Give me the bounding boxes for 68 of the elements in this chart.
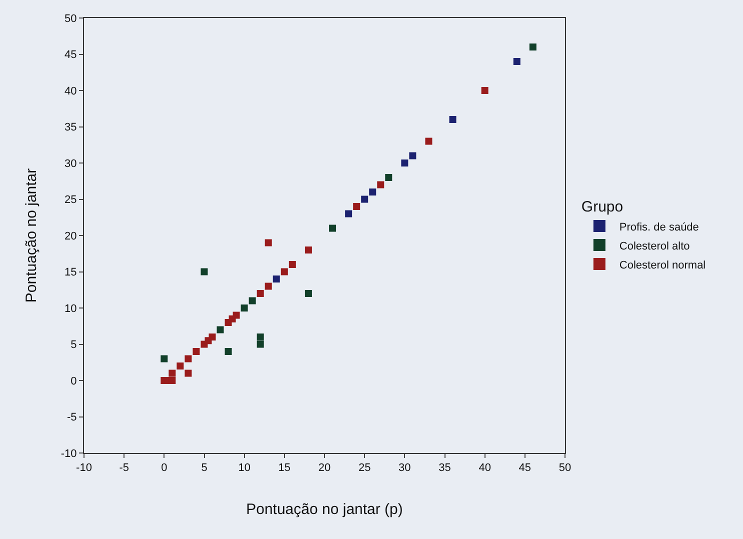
- x-tick-label: 15: [278, 462, 291, 474]
- point: [264, 239, 272, 246]
- point: [377, 181, 384, 188]
- point: [240, 304, 248, 312]
- x-tick-label: -5: [119, 462, 129, 474]
- x-tick-label: 35: [438, 462, 451, 474]
- point: [345, 210, 352, 218]
- point: [449, 116, 456, 123]
- x-tick-label: 5: [201, 462, 208, 474]
- y-tick-label: 5: [70, 339, 77, 352]
- x-tick-label: 50: [558, 462, 572, 474]
- x-tick-label: 40: [478, 462, 491, 474]
- point: [248, 297, 256, 304]
- point: [353, 203, 360, 210]
- y-tick-label: 30: [64, 158, 77, 170]
- legend-label: Profis. de saúde: [619, 221, 699, 234]
- x-tick-label: 20: [318, 462, 331, 474]
- point: [200, 268, 208, 276]
- legend-title: Grupo: [581, 198, 624, 216]
- point: [232, 312, 240, 319]
- point: [481, 87, 488, 94]
- point: [304, 246, 312, 254]
- x-tick-label: 10: [238, 462, 250, 474]
- point: [280, 268, 288, 276]
- y-tick-label: 35: [64, 122, 77, 134]
- y-tick-label: -5: [67, 412, 77, 424]
- point: [168, 370, 176, 377]
- y-tick-label: 10: [64, 302, 77, 315]
- point: [385, 174, 392, 181]
- point: [184, 370, 192, 377]
- x-tick-label: 25: [358, 462, 371, 474]
- point: [329, 224, 336, 232]
- point: [401, 160, 408, 166]
- y-tick-label: 0: [70, 375, 77, 388]
- y-tick-label: 25: [64, 194, 77, 206]
- y-tick-label: 20: [64, 230, 77, 242]
- point: [208, 334, 216, 340]
- point: [264, 282, 272, 290]
- point: [256, 290, 264, 297]
- point: [409, 152, 416, 160]
- y-tick-label: 15: [64, 266, 77, 279]
- point: [425, 138, 432, 145]
- y-tick-label: 50: [64, 12, 77, 25]
- y-tick-label: -10: [60, 448, 77, 460]
- x-tick-label: 45: [518, 462, 532, 474]
- point: [224, 348, 232, 355]
- point: [256, 340, 264, 348]
- legend-label: Colesterol alto: [619, 240, 690, 252]
- y-tick-label: 40: [64, 85, 77, 98]
- point: [192, 348, 200, 355]
- x-tick-label: 0: [161, 462, 168, 474]
- point: [288, 261, 296, 268]
- point: [304, 290, 312, 297]
- y-axis-title: Pontuação no jantar: [23, 168, 40, 303]
- x-axis-title: Pontuação no jantar (p): [246, 501, 403, 518]
- x-tick-label: 30: [398, 462, 411, 474]
- point: [272, 276, 280, 282]
- point: [361, 196, 368, 203]
- point: [513, 58, 520, 65]
- point: [369, 188, 376, 196]
- point: [529, 44, 536, 50]
- point: [184, 355, 192, 362]
- y-tick-label: 45: [64, 49, 77, 62]
- legend-label: Colesterol normal: [619, 259, 706, 272]
- point: [216, 326, 224, 334]
- point: [160, 355, 168, 362]
- point: [176, 362, 184, 370]
- point: [256, 334, 264, 340]
